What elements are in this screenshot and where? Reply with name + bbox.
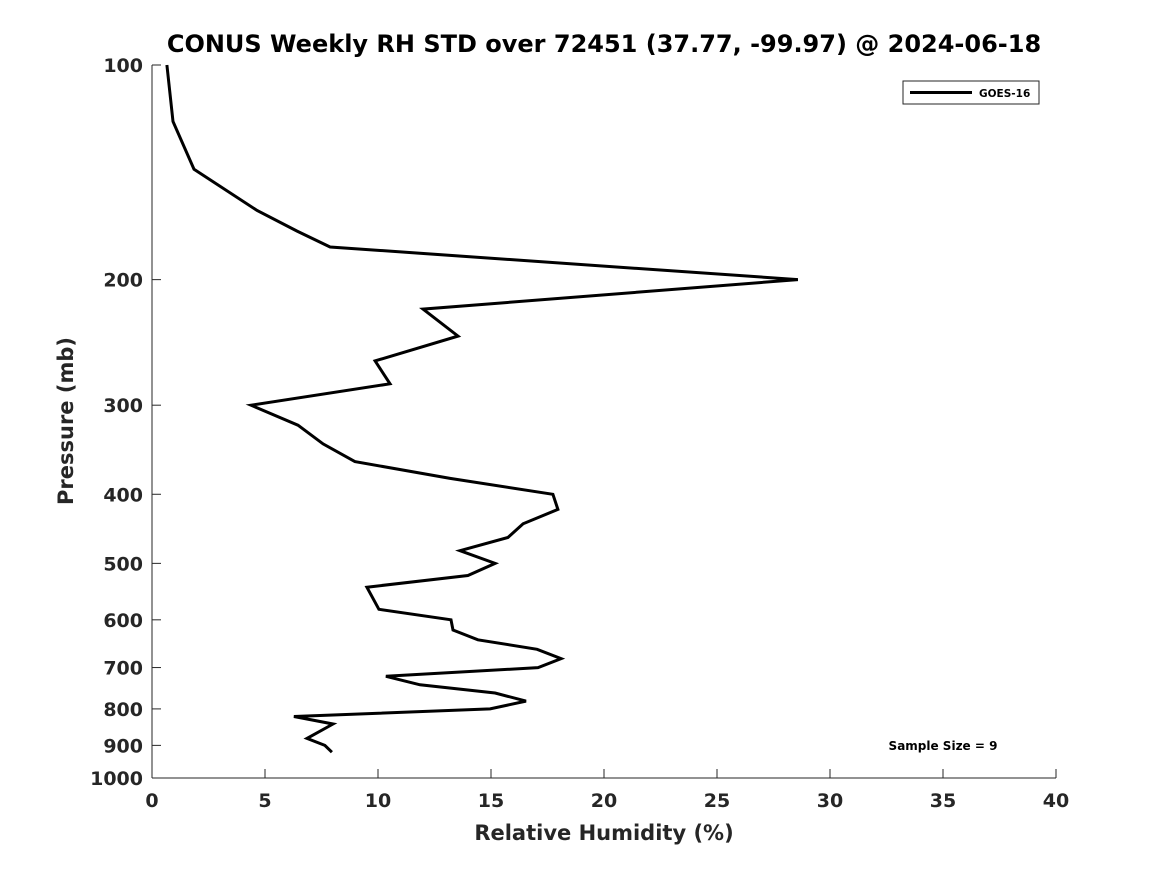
x-tick-label: 25 <box>704 790 730 812</box>
x-tick-label: 30 <box>817 790 843 812</box>
x-tick-label: 40 <box>1043 790 1069 812</box>
y-tick-label: 200 <box>103 270 143 292</box>
series-line-goes-16 <box>165 64 799 754</box>
x-tick-label: 0 <box>145 790 158 812</box>
x-tick-label: 20 <box>591 790 617 812</box>
y-axis-label: Pressure (mb) <box>54 337 78 505</box>
y-tick-label: 600 <box>103 610 143 632</box>
chart-title: CONUS Weekly RH STD over 72451 (37.77, -… <box>167 30 1041 58</box>
y-tick-label: 400 <box>103 484 143 506</box>
legend-entry-goes-16: GOES-16 <box>979 88 1030 100</box>
y-tick-label: 800 <box>103 699 143 721</box>
sample-size-annotation: Sample Size = 9 <box>889 739 998 753</box>
y-tick-label: 1000 <box>90 768 143 790</box>
x-axis-label: Relative Humidity (%) <box>474 821 733 845</box>
x-axis: 0 5 10 15 20 25 30 35 40 <box>145 769 1069 812</box>
x-tick-label: 35 <box>930 790 956 812</box>
x-tick-label: 5 <box>258 790 271 812</box>
y-tick-label: 300 <box>103 395 143 417</box>
x-tick-label: 15 <box>478 790 504 812</box>
x-tick-label: 10 <box>365 790 391 812</box>
y-tick-label: 900 <box>103 735 143 757</box>
y-tick-label: 500 <box>103 553 143 575</box>
legend: GOES-16 <box>902 80 1040 105</box>
y-axis: 100 200 300 400 500 600 700 800 900 1000 <box>90 55 161 790</box>
y-tick-label: 100 <box>103 55 143 77</box>
y-tick-label: 700 <box>103 658 143 680</box>
